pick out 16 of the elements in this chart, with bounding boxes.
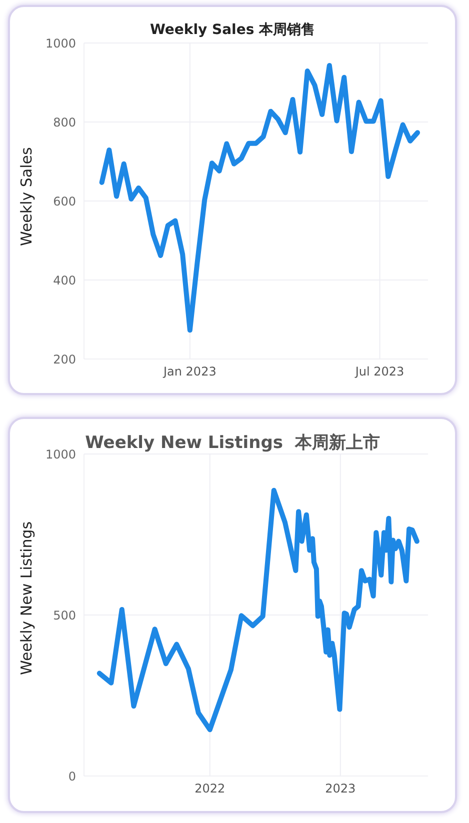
x-tick-label: Jan 2023 — [162, 364, 216, 379]
chart-title: Weekly Sales 本周销售 — [150, 22, 316, 38]
x-tick-label: 2022 — [194, 782, 226, 796]
y-tick-label: 800 — [53, 115, 76, 130]
y-tick-label: 600 — [53, 194, 76, 208]
y-tick-label: 200 — [53, 352, 76, 366]
y-axis-title: Weekly Sales — [17, 146, 36, 246]
y-axis-title: Weekly New Listings — [17, 521, 36, 675]
y-tick-label: 1000 — [45, 447, 76, 462]
y-tick-label: 500 — [53, 608, 76, 622]
y-tick-label: 0 — [68, 769, 76, 784]
y-tick-label: 1000 — [45, 36, 76, 50]
x-tick-label: 2023 — [325, 782, 356, 796]
x-tick-label: Jul 2023 — [354, 364, 404, 379]
chart-title: Weekly New Listings 本周新上市 — [85, 433, 380, 453]
y-tick-label: 400 — [53, 273, 76, 288]
